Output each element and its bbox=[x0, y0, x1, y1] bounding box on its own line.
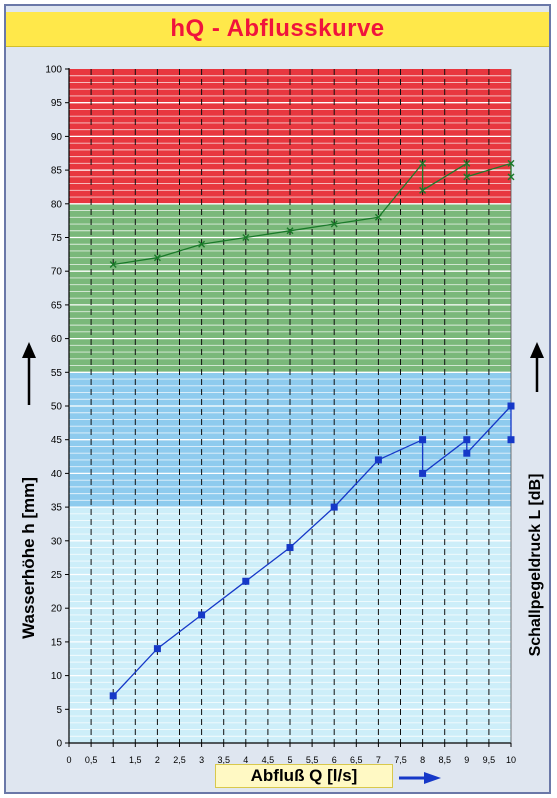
data-point bbox=[419, 159, 427, 167]
data-point bbox=[374, 213, 382, 221]
y2-axis-label: Schallpegeldruck L [dB] bbox=[527, 474, 544, 657]
data-point bbox=[242, 577, 250, 585]
y-tick-label: 50 bbox=[51, 402, 63, 413]
up-arrow-right-icon bbox=[530, 342, 544, 392]
y-tick-label: 10 bbox=[51, 671, 63, 682]
x-tick-label: 0,5 bbox=[85, 755, 98, 765]
data-point bbox=[507, 436, 515, 444]
x-tick-label: 6 bbox=[332, 755, 337, 765]
data-point bbox=[153, 645, 161, 653]
right-arrow-icon bbox=[399, 772, 441, 784]
y-tick-label: 5 bbox=[56, 705, 62, 716]
x-tick-label: 4 bbox=[243, 755, 248, 765]
x-tick-label: 3 bbox=[199, 755, 204, 765]
x-tick-label: 4,5 bbox=[262, 755, 275, 765]
data-point bbox=[153, 254, 161, 262]
y-tick-label: 65 bbox=[51, 300, 63, 311]
data-point bbox=[463, 173, 471, 181]
y-tick-label: 75 bbox=[51, 233, 63, 244]
data-point bbox=[419, 436, 427, 444]
x-tick-label: 9 bbox=[464, 755, 469, 765]
x-tick-label: 7 bbox=[376, 755, 381, 765]
x-tick-label: 5,5 bbox=[306, 755, 319, 765]
data-point bbox=[463, 436, 471, 444]
y-axis-label: Wasserhöhe h [mm] bbox=[19, 477, 38, 639]
y-tick-label: 0 bbox=[56, 739, 62, 750]
y-tick-label: 85 bbox=[51, 166, 63, 177]
data-point bbox=[419, 469, 427, 477]
data-point bbox=[374, 456, 382, 464]
data-point bbox=[286, 227, 294, 235]
x-tick-label: 5 bbox=[287, 755, 292, 765]
y-tick-label: 15 bbox=[51, 637, 63, 648]
x-tick-label: 8,5 bbox=[438, 755, 451, 765]
data-point bbox=[330, 503, 338, 511]
x-tick-label: 2,5 bbox=[173, 755, 186, 765]
x-axis-label: Abfluß Q [l/s] bbox=[215, 764, 393, 788]
y-tick-label: 40 bbox=[51, 469, 63, 480]
y-tick-label: 20 bbox=[51, 604, 63, 615]
x-tick-label: 10 bbox=[506, 755, 516, 765]
data-point bbox=[507, 159, 515, 167]
data-point bbox=[463, 159, 471, 167]
x-tick-label: 1,5 bbox=[129, 755, 142, 765]
data-point bbox=[507, 402, 515, 410]
x-tick-label: 9,5 bbox=[483, 755, 496, 765]
data-point bbox=[286, 544, 294, 552]
x-tick-label: 0 bbox=[66, 755, 71, 765]
y-tick-label: 30 bbox=[51, 536, 63, 547]
x-tick-label: 7,5 bbox=[394, 755, 407, 765]
y-tick-label: 80 bbox=[51, 199, 63, 210]
y-tick-label: 70 bbox=[51, 267, 63, 278]
data-point bbox=[507, 173, 515, 181]
y-tick-label: 60 bbox=[51, 334, 63, 345]
y-tick-label: 45 bbox=[51, 435, 63, 446]
y-tick-label: 25 bbox=[51, 570, 63, 581]
data-point bbox=[242, 234, 250, 241]
data-point bbox=[109, 260, 117, 268]
data-point bbox=[463, 449, 471, 457]
y-tick-label: 55 bbox=[51, 368, 63, 379]
x-tick-label: 8 bbox=[420, 755, 425, 765]
up-arrow-left-icon bbox=[22, 342, 36, 405]
data-point bbox=[198, 240, 206, 248]
data-point bbox=[330, 220, 338, 228]
data-point bbox=[109, 692, 117, 700]
x-tick-label: 1 bbox=[111, 755, 116, 765]
data-point bbox=[198, 611, 206, 619]
x-tick-label: 2 bbox=[155, 755, 160, 765]
y-tick-label: 95 bbox=[51, 98, 63, 109]
x-tick-label: 3,5 bbox=[217, 755, 230, 765]
chart-title: hQ - Abflusskurve bbox=[170, 15, 385, 42]
title-bar: hQ - Abflusskurve bbox=[6, 12, 549, 47]
y-tick-label: 100 bbox=[45, 65, 62, 76]
y-tick-label: 35 bbox=[51, 503, 63, 514]
data-point bbox=[419, 186, 427, 194]
y-tick-label: 90 bbox=[51, 132, 63, 143]
x-tick-label: 6,5 bbox=[350, 755, 363, 765]
